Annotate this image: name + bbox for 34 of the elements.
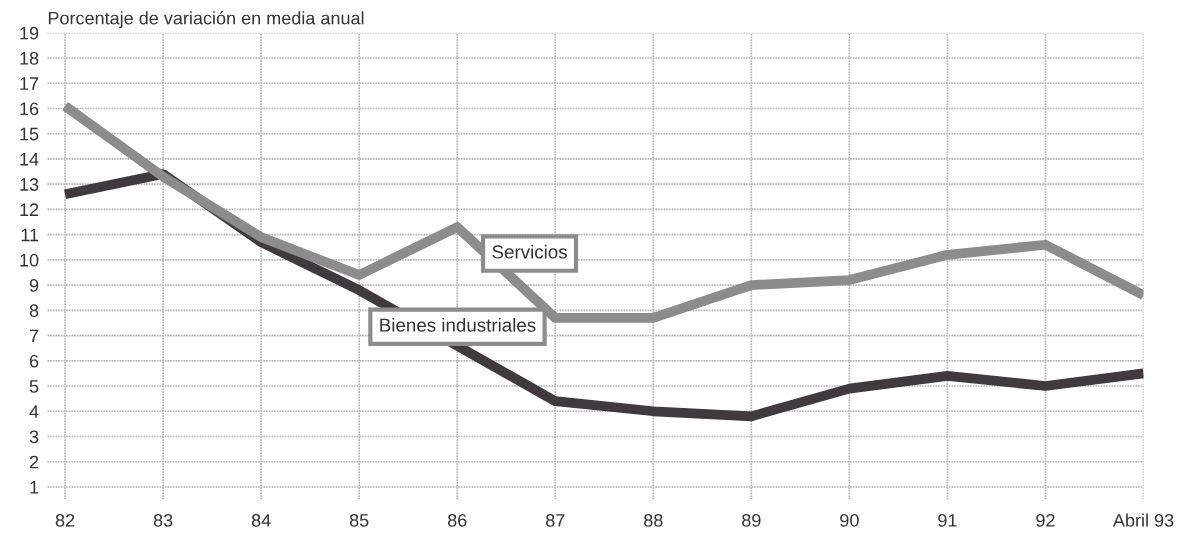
y-tick-label: 15 xyxy=(20,127,39,141)
y-tick-label: 9 xyxy=(29,279,39,292)
y-tick-label: 17 xyxy=(20,77,39,90)
y-tick-label: 2 xyxy=(29,455,39,469)
y-tick-label: 1 xyxy=(30,481,39,494)
y-tick-label: 3 xyxy=(29,430,39,444)
x-tick-label: Abril 93 xyxy=(1112,513,1174,527)
y-tick-label: 19 xyxy=(20,26,39,40)
y-tick-label: 11 xyxy=(21,228,39,242)
y-tick-label: 16 xyxy=(20,102,39,116)
x-tick-label: 84 xyxy=(251,513,271,527)
x-tick-label: 82 xyxy=(55,513,75,527)
x-tick-label: 91 xyxy=(938,513,957,527)
y-tick-label: 4 xyxy=(29,405,39,418)
y-tick-label: 8 xyxy=(29,304,39,318)
y-tick-label: 5 xyxy=(29,380,39,393)
series-label: Servicios xyxy=(492,244,567,259)
y-tick-label: 6 xyxy=(29,354,39,368)
x-tick-label: 88 xyxy=(644,513,663,527)
y-tick-label: 18 xyxy=(20,51,39,65)
x-tick-label: 87 xyxy=(546,513,565,527)
x-tick-label: 92 xyxy=(1036,513,1055,527)
x-tick-label: 85 xyxy=(349,513,369,527)
y-tick-label: 12 xyxy=(20,203,39,216)
y-axis-title: Porcentaje de variación en media anual xyxy=(48,11,364,29)
y-tick-label: 10 xyxy=(20,253,39,267)
series-label: Bienes industriales xyxy=(380,318,536,332)
y-tick-label: 7 xyxy=(29,329,39,343)
x-tick-label: 90 xyxy=(840,513,859,527)
y-tick-label: 13 xyxy=(20,178,39,191)
x-tick-label: 83 xyxy=(153,513,173,527)
x-tick-label: 86 xyxy=(447,513,467,527)
x-tick-label: 89 xyxy=(742,513,761,527)
y-tick-label: 14 xyxy=(20,153,39,166)
